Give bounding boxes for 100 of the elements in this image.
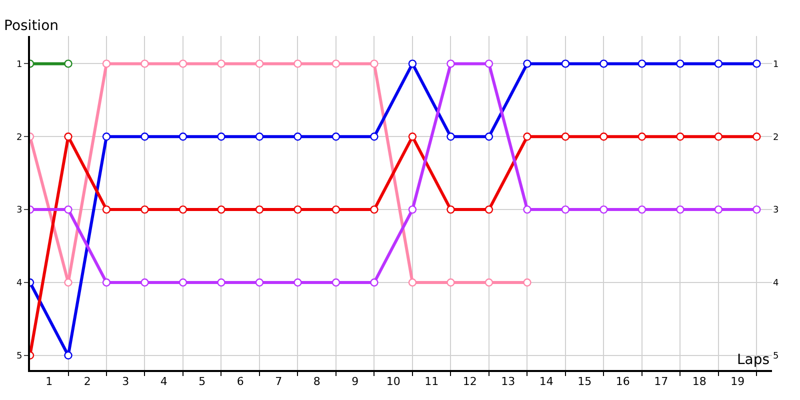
point xyxy=(638,132,646,141)
point xyxy=(676,132,684,141)
x-tick-label: 18 xyxy=(692,375,706,388)
point xyxy=(140,278,149,287)
point xyxy=(714,60,723,68)
point xyxy=(676,60,684,68)
point xyxy=(178,60,188,68)
x-axis-title: Laps xyxy=(737,352,770,368)
x-tick-label: 17 xyxy=(654,375,668,388)
y2-tick-label: 1 xyxy=(773,60,779,70)
point xyxy=(255,278,264,287)
point xyxy=(178,278,188,287)
point xyxy=(140,205,149,214)
point xyxy=(217,278,226,287)
point xyxy=(523,205,532,214)
point xyxy=(102,205,111,214)
point xyxy=(370,132,378,141)
point xyxy=(752,132,761,141)
point xyxy=(217,205,226,214)
point xyxy=(523,60,532,68)
x-tick-label: 15 xyxy=(578,375,592,388)
x-tick-label: 3 xyxy=(122,375,130,388)
point xyxy=(408,60,417,68)
point xyxy=(255,132,264,141)
point xyxy=(676,205,684,214)
point xyxy=(714,132,723,141)
point xyxy=(64,351,72,360)
point xyxy=(561,132,570,141)
x-tick-label: 12 xyxy=(462,375,477,388)
x-tick-label: 11 xyxy=(424,375,439,388)
point xyxy=(332,278,340,287)
x-tick-label: 2 xyxy=(84,375,91,388)
point xyxy=(332,60,340,68)
y-tick-label: 3 xyxy=(16,206,22,216)
point xyxy=(714,205,723,214)
point xyxy=(600,60,608,68)
point xyxy=(484,132,494,141)
point xyxy=(102,60,111,68)
y-tick-label: 5 xyxy=(16,352,22,362)
point xyxy=(178,132,188,141)
x-tick-label: 1 xyxy=(46,375,53,388)
point xyxy=(638,205,646,214)
y2-tick-label: 3 xyxy=(773,206,779,216)
point xyxy=(140,60,149,68)
point xyxy=(446,205,455,214)
point xyxy=(370,205,378,214)
y2-tick-label: 5 xyxy=(773,352,779,362)
point xyxy=(370,60,378,68)
point xyxy=(446,132,455,141)
x-tick-label: 19 xyxy=(730,375,745,388)
point xyxy=(561,205,570,214)
x-tick-label: 5 xyxy=(198,375,206,388)
x-tick-label: 6 xyxy=(236,375,244,388)
point xyxy=(217,132,226,141)
point xyxy=(217,60,226,68)
point xyxy=(446,60,455,68)
point xyxy=(638,60,646,68)
y2-tick-label: 2 xyxy=(773,132,779,143)
point xyxy=(64,205,72,214)
point xyxy=(140,132,149,141)
point xyxy=(408,278,417,287)
point xyxy=(294,278,302,287)
point xyxy=(600,205,608,214)
point xyxy=(484,205,494,214)
y-tick-label: 4 xyxy=(16,278,22,289)
point xyxy=(446,278,455,287)
x-tick-label: 14 xyxy=(539,375,554,388)
point xyxy=(408,132,417,141)
x-tick-label: 8 xyxy=(313,375,320,388)
x-tick-label: 4 xyxy=(160,375,168,388)
point xyxy=(64,278,72,287)
point xyxy=(752,60,761,68)
point xyxy=(178,205,188,214)
y2-tick-label: 4 xyxy=(773,278,779,289)
point xyxy=(370,278,378,287)
x-tick-label: 7 xyxy=(275,375,282,388)
point xyxy=(255,60,264,68)
point xyxy=(523,278,532,287)
point xyxy=(64,132,72,141)
y-tick-label: 1 xyxy=(16,60,22,70)
point xyxy=(523,132,532,141)
point xyxy=(600,132,608,141)
point xyxy=(255,205,264,214)
point xyxy=(102,132,111,141)
point xyxy=(294,205,302,214)
x-tick-label: 10 xyxy=(386,375,400,388)
point xyxy=(561,60,570,68)
point xyxy=(294,132,302,141)
point xyxy=(484,60,494,68)
point xyxy=(294,60,302,68)
point xyxy=(332,205,340,214)
point xyxy=(484,278,494,287)
y-tick-label: 2 xyxy=(16,132,22,143)
x-tick-label: 9 xyxy=(352,375,359,388)
point xyxy=(102,278,111,287)
y-axis-title: Position xyxy=(4,18,59,34)
point xyxy=(408,205,417,214)
point xyxy=(752,205,761,214)
x-tick-label: 16 xyxy=(616,375,630,388)
point xyxy=(332,132,340,141)
